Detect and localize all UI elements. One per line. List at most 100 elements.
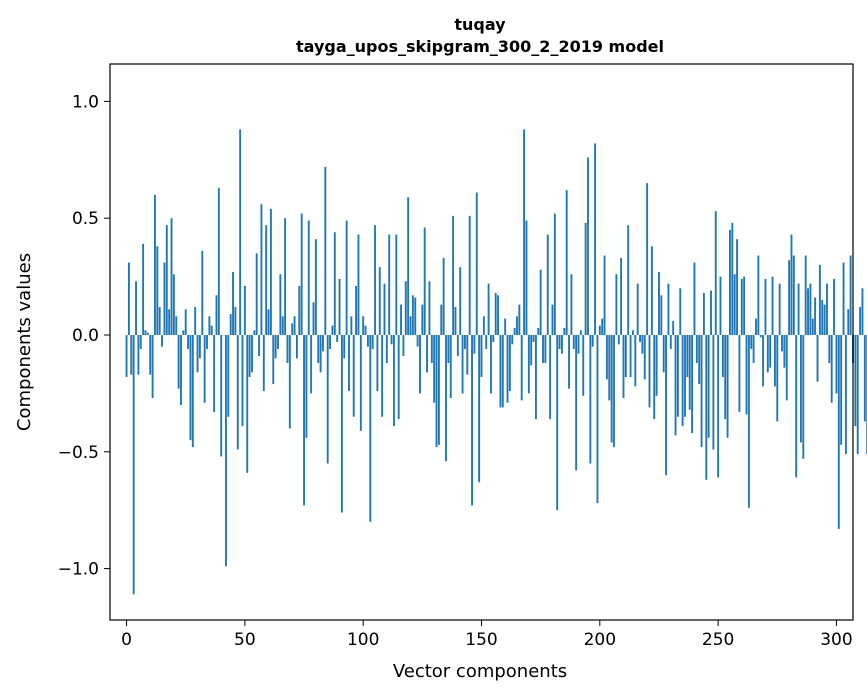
- bar-component-190: [575, 335, 577, 471]
- bar-component-234: [679, 288, 681, 335]
- bar-component-64: [277, 335, 279, 349]
- chart-title: tuqay: [454, 15, 506, 34]
- bar-component-92: [343, 335, 345, 358]
- bar-component-278: [783, 335, 785, 368]
- y-tick-label: 1.0: [72, 92, 99, 112]
- bar-component-18: [168, 309, 170, 335]
- bar-component-127: [426, 335, 428, 372]
- bar-component-25: [185, 309, 187, 335]
- bar-component-85: [327, 335, 329, 463]
- bar-component-224: [656, 335, 658, 396]
- bar-component-93: [346, 221, 348, 335]
- bar-component-182: [556, 335, 558, 510]
- bar-component-180: [552, 305, 554, 335]
- bar-component-44: [230, 314, 232, 335]
- bar-component-166: [518, 305, 520, 335]
- bar-component-196: [589, 335, 591, 463]
- bar-component-238: [689, 335, 691, 410]
- bar-component-220: [646, 183, 648, 335]
- bar-component-268: [760, 335, 762, 337]
- bar-component-79: [313, 302, 315, 335]
- bar-component-245: [705, 335, 707, 480]
- bar-component-283: [795, 335, 797, 478]
- bar-component-171: [530, 335, 532, 365]
- bar-component-49: [242, 335, 244, 426]
- bar-component-302: [840, 335, 842, 445]
- bar-component-141: [459, 267, 461, 335]
- bar-component-164: [514, 328, 516, 335]
- bar-component-69: [289, 335, 291, 428]
- bar-component-77: [308, 221, 310, 335]
- bar-component-153: [488, 284, 490, 335]
- bar-component-30: [197, 335, 199, 372]
- bar-component-219: [644, 335, 646, 379]
- bar-component-78: [310, 335, 312, 393]
- bar-component-155: [492, 335, 494, 342]
- bar-component-312: [864, 335, 866, 421]
- bar-component-208: [618, 335, 620, 344]
- x-tick-label: 250: [702, 630, 734, 650]
- bar-component-107: [379, 267, 381, 335]
- bar-component-290: [812, 319, 814, 335]
- bar-component-249: [715, 211, 717, 335]
- bar-component-58: [263, 335, 265, 391]
- bar-component-273: [772, 277, 774, 335]
- bar-component-310: [859, 307, 861, 335]
- bar-component-194: [585, 223, 587, 335]
- bar-component-179: [549, 335, 551, 419]
- bar-component-68: [287, 335, 289, 363]
- bar-component-129: [431, 335, 433, 363]
- bar-component-147: [473, 335, 475, 354]
- bar-component-237: [686, 335, 688, 377]
- bar-component-149: [478, 335, 480, 482]
- bar-component-113: [393, 335, 395, 426]
- bar-component-6: [140, 335, 142, 349]
- bar-component-39: [218, 188, 220, 335]
- bar-component-106: [376, 335, 378, 391]
- bar-component-175: [540, 270, 542, 335]
- bar-component-146: [471, 335, 473, 506]
- bar-component-48: [239, 129, 241, 335]
- bar-component-59: [265, 225, 267, 335]
- bar-component-201: [601, 319, 603, 335]
- bar-component-116: [400, 305, 402, 335]
- bar-component-10: [149, 335, 151, 375]
- bar-component-99: [360, 335, 362, 431]
- bar-component-104: [372, 335, 374, 349]
- bar-component-84: [324, 167, 326, 335]
- bar-component-50: [244, 286, 246, 335]
- bar-component-143: [464, 335, 466, 349]
- bar-component-126: [424, 228, 426, 335]
- bar-component-168: [523, 129, 525, 335]
- bar-component-91: [341, 335, 343, 513]
- bar-component-32: [201, 251, 203, 335]
- y-tick-label: −0.5: [58, 443, 99, 463]
- bar-component-94: [348, 335, 350, 391]
- bar-component-9: [147, 333, 149, 335]
- bar-component-265: [753, 335, 755, 363]
- bar-component-74: [301, 214, 303, 335]
- bar-component-167: [521, 335, 523, 400]
- y-axis-label: Components values: [14, 253, 35, 431]
- chart-subtitle: tayga_upos_skipgram_300_2_2019 model: [296, 37, 664, 56]
- bar-component-33: [204, 335, 206, 403]
- bar-component-136: [447, 335, 449, 363]
- bar-component-202: [604, 256, 606, 335]
- bar-component-169: [526, 221, 528, 335]
- bar-component-37: [213, 335, 215, 412]
- bar-component-128: [429, 281, 431, 335]
- bar-component-203: [606, 335, 608, 379]
- bar-component-148: [476, 192, 478, 334]
- bar-component-186: [566, 190, 568, 335]
- bar-component-198: [594, 143, 596, 335]
- bar-component-240: [694, 263, 696, 335]
- bar-component-137: [450, 335, 452, 398]
- bar-component-17: [166, 225, 168, 335]
- bar-component-247: [710, 291, 712, 335]
- x-tick-label: 300: [820, 630, 852, 650]
- bar-component-152: [485, 335, 487, 349]
- bar-component-193: [582, 335, 584, 396]
- bar-component-262: [746, 335, 748, 414]
- bar-component-295: [824, 305, 826, 335]
- bar-component-292: [817, 335, 819, 382]
